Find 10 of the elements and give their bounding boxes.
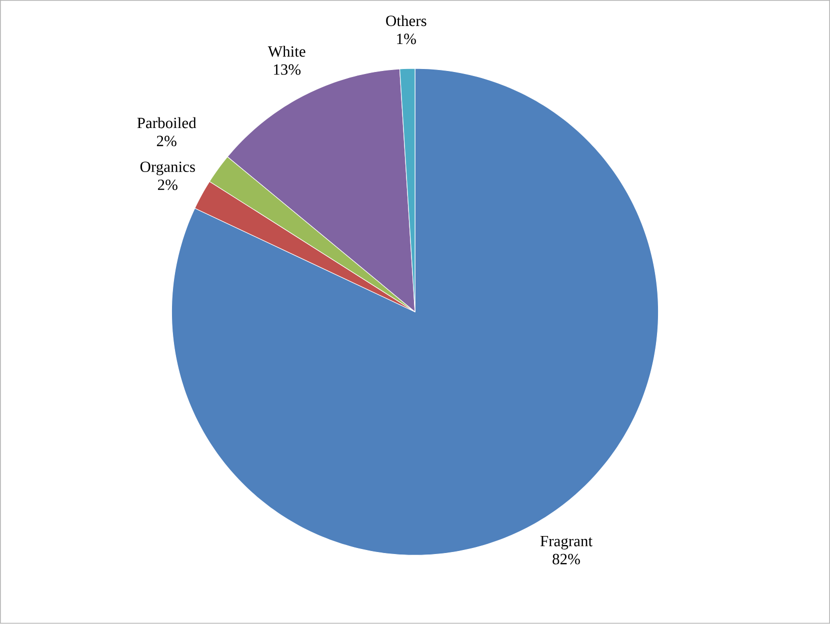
- data-label: 2%: [158, 180, 178, 190]
- data-label: 1%: [397, 34, 416, 44]
- slice-label: Parboiled: [137, 117, 196, 128]
- slice-label: Organics: [140, 162, 195, 176]
- data-label: 13%: [274, 64, 301, 75]
- slice-label: White: [268, 46, 306, 57]
- slice-label: Others: [386, 15, 426, 26]
- slice-label: Fragrant: [540, 536, 592, 550]
- data-label: 2%: [156, 136, 176, 146]
- data-label: 82%: [552, 554, 580, 565]
